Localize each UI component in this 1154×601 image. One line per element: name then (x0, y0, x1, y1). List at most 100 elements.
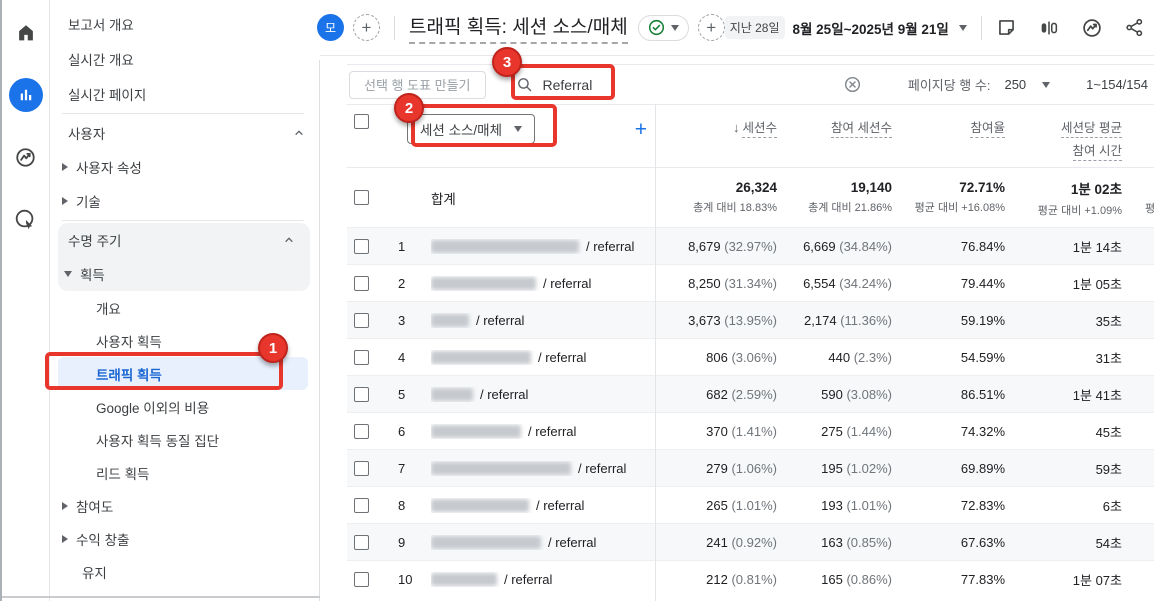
dimension-value: / referral (431, 350, 655, 365)
engagement-rate-cell: 79.44% (960, 275, 1005, 291)
sessions-cell: 8,679 (32.97%) (688, 238, 777, 254)
sidebar-item-realtime-overview[interactable]: 실시간 개요 (68, 52, 134, 68)
row-checkbox[interactable] (354, 312, 369, 328)
search-input[interactable] (542, 76, 615, 93)
totals-label: 합계 (431, 191, 456, 207)
dimension-dropdown[interactable]: 세션 소스/매체 (407, 114, 536, 144)
insights-icon[interactable] (1081, 17, 1103, 39)
sidebar-item-non-google-cost[interactable]: Google 이외의 비용 (96, 400, 210, 416)
sidebar-item-lead-acquisition[interactable]: 리드 획득 (96, 466, 150, 482)
sessions-cell: 212 (0.81%) (706, 571, 777, 587)
row-checkbox[interactable] (354, 423, 369, 439)
header-divider (394, 15, 395, 40)
table-row: 1 / referral 8,679 (32.97%) 6,669 (34.84… (347, 227, 1154, 264)
engaged-sessions-cell: 440 (2.3%) (828, 349, 892, 365)
engaged-sessions-cell: 165 (0.86%) (821, 571, 892, 587)
engaged-sessions-cell: 163 (0.85%) (821, 534, 892, 550)
redacted-source (431, 572, 497, 586)
sidebar-item-user-attributes[interactable]: 사용자 속성 (50, 150, 320, 184)
sidebar-item-reports-snapshot[interactable]: 보고서 개요 (68, 17, 134, 33)
table-row: 8 / referral 265 (1.01%) 193 (1.01%) 72.… (347, 486, 1154, 523)
add-report-button[interactable]: + (697, 14, 725, 41)
add-dimension-icon[interactable]: + (634, 117, 647, 141)
sidebar-bottom-edge (2, 596, 320, 598)
main-area: 모 + 트래픽 획득: 세션 소스/매체 + 지난 28일 8월 25일~202… (317, 0, 1154, 601)
sidebar-item-engagement[interactable]: 참여도 (50, 489, 320, 522)
sessions-cell: 265 (1.01%) (706, 497, 777, 513)
sidebar-item-acquisition-overview[interactable]: 개요 (96, 301, 121, 317)
reports-icon[interactable] (8, 78, 43, 112)
engagement-rate-cell: 76.84% (960, 238, 1005, 254)
compare-icon[interactable] (1038, 17, 1060, 39)
report-status-button[interactable] (637, 14, 689, 41)
table-row: 3 / referral 3,673 (13.95%) 2,174 (11.36… (347, 301, 1154, 338)
redacted-source (431, 498, 529, 512)
sidebar-item-tech[interactable]: 기술 (50, 184, 320, 218)
row-checkbox[interactable] (354, 497, 369, 513)
avatar[interactable]: 모 (317, 14, 344, 41)
sidebar-item-traffic-acquisition[interactable]: 트래픽 획득 (58, 357, 308, 390)
sidebar-item-user-acquisition-cohorts[interactable]: 사용자 획득 동질 집단 (96, 433, 220, 449)
row-checkbox[interactable] (354, 460, 369, 476)
sessions-cell: 682 (2.59%) (706, 386, 777, 402)
sidebar-item-retention[interactable]: 유지 (82, 565, 107, 581)
dimension-value: / referral (431, 461, 655, 476)
home-icon[interactable] (9, 16, 43, 50)
header-divider (980, 15, 982, 40)
select-totals-checkbox[interactable] (354, 190, 369, 205)
table-row: 4 / referral 806 (3.06%) 440 (2.3%) 54.5… (347, 338, 1154, 375)
totals-avg-engagement-time: 1분 02초 평균 대비 +1.09% (1037, 181, 1122, 217)
add-collaborator-button[interactable]: + (353, 14, 380, 41)
sidebar-divider (62, 220, 304, 221)
rows-per-page-caret-icon[interactable] (1042, 81, 1051, 88)
row-checkbox[interactable] (354, 349, 369, 365)
totals-engaged-sessions: 19,140 총계 대비 21.86% (808, 180, 892, 214)
engagement-rate-cell: 69.89% (960, 460, 1005, 476)
table-row: 10 / referral 212 (0.81%) 165 (0.86%) 77… (347, 560, 1154, 597)
notes-icon[interactable] (996, 17, 1017, 38)
sidebar-item-monetization[interactable]: 수익 창출 (50, 522, 320, 555)
chevron-down-icon (514, 126, 523, 132)
explore-icon[interactable] (9, 140, 43, 174)
row-checkbox[interactable] (354, 571, 369, 587)
plot-rows-button[interactable]: 선택 행 도표 만들기 (349, 70, 486, 99)
clear-search-icon[interactable] (843, 75, 862, 94)
select-all-checkbox[interactable] (354, 114, 369, 129)
table-row: 2 / referral 8,250 (31.34%) 6,554 (34.24… (347, 264, 1154, 301)
share-icon[interactable] (1124, 17, 1145, 38)
sessions-cell: 3,673 (13.95%) (688, 312, 777, 328)
sidebar-item-realtime-pages[interactable]: 실시간 페이지 (68, 87, 147, 103)
report-content: 선택 행 도표 만들기 페이지당 행 수: 250 1~154/154 (320, 56, 1154, 601)
avg-time-cell: 54초 (1095, 535, 1122, 551)
totals-clipped-next-column: 평 (1122, 200, 1154, 216)
sessions-cell: 370 (1.41%) (706, 423, 777, 439)
sidebar-section-user[interactable]: 사용자 (50, 116, 320, 150)
row-checkbox[interactable] (354, 386, 369, 402)
rows-per-page-value[interactable]: 250 (1004, 77, 1027, 92)
engaged-sessions-cell: 6,669 (34.84%) (803, 238, 892, 254)
advertising-icon[interactable] (9, 202, 43, 236)
report-header: 모 + 트래픽 획득: 세션 소스/매체 + 지난 28일 8월 25일~202… (317, 0, 1154, 56)
row-checkbox[interactable] (354, 534, 369, 550)
engagement-rate-cell: 74.32% (960, 423, 1005, 439)
row-checkbox[interactable] (354, 275, 369, 291)
report-sidebar: 보고서 개요 실시간 개요 실시간 페이지 사용자 사용자 속성 기술 수명 주… (50, 0, 320, 601)
avg-time-cell: 45초 (1095, 424, 1122, 440)
engagement-rate-cell: 59.19% (960, 312, 1005, 328)
table-search[interactable] (516, 76, 615, 93)
sidebar-item-user-acquisition[interactable]: 사용자 획득 (96, 334, 162, 350)
row-checkbox[interactable] (354, 238, 369, 254)
redacted-source (431, 387, 473, 401)
sidebar-section-lifecycle[interactable]: 수명 주기 (58, 223, 310, 257)
redacted-source (431, 350, 531, 364)
sidebar-item-acquisition[interactable]: 획득 (58, 257, 310, 291)
table-row: 9 / referral 241 (0.92%) 163 (0.85%) 67.… (347, 523, 1154, 560)
avg-time-cell: 6초 (1102, 498, 1122, 514)
avg-time-cell: 1분 05초 (1072, 276, 1122, 292)
date-range[interactable]: 8월 25일~2025년 9월 21일 (792, 21, 949, 37)
engagement-rate-cell: 67.63% (960, 534, 1005, 550)
date-range-caret-icon[interactable] (958, 24, 967, 31)
sidebar-divider (62, 113, 304, 114)
row-number: 4 (398, 349, 406, 365)
dimension-value: / referral (431, 535, 655, 550)
